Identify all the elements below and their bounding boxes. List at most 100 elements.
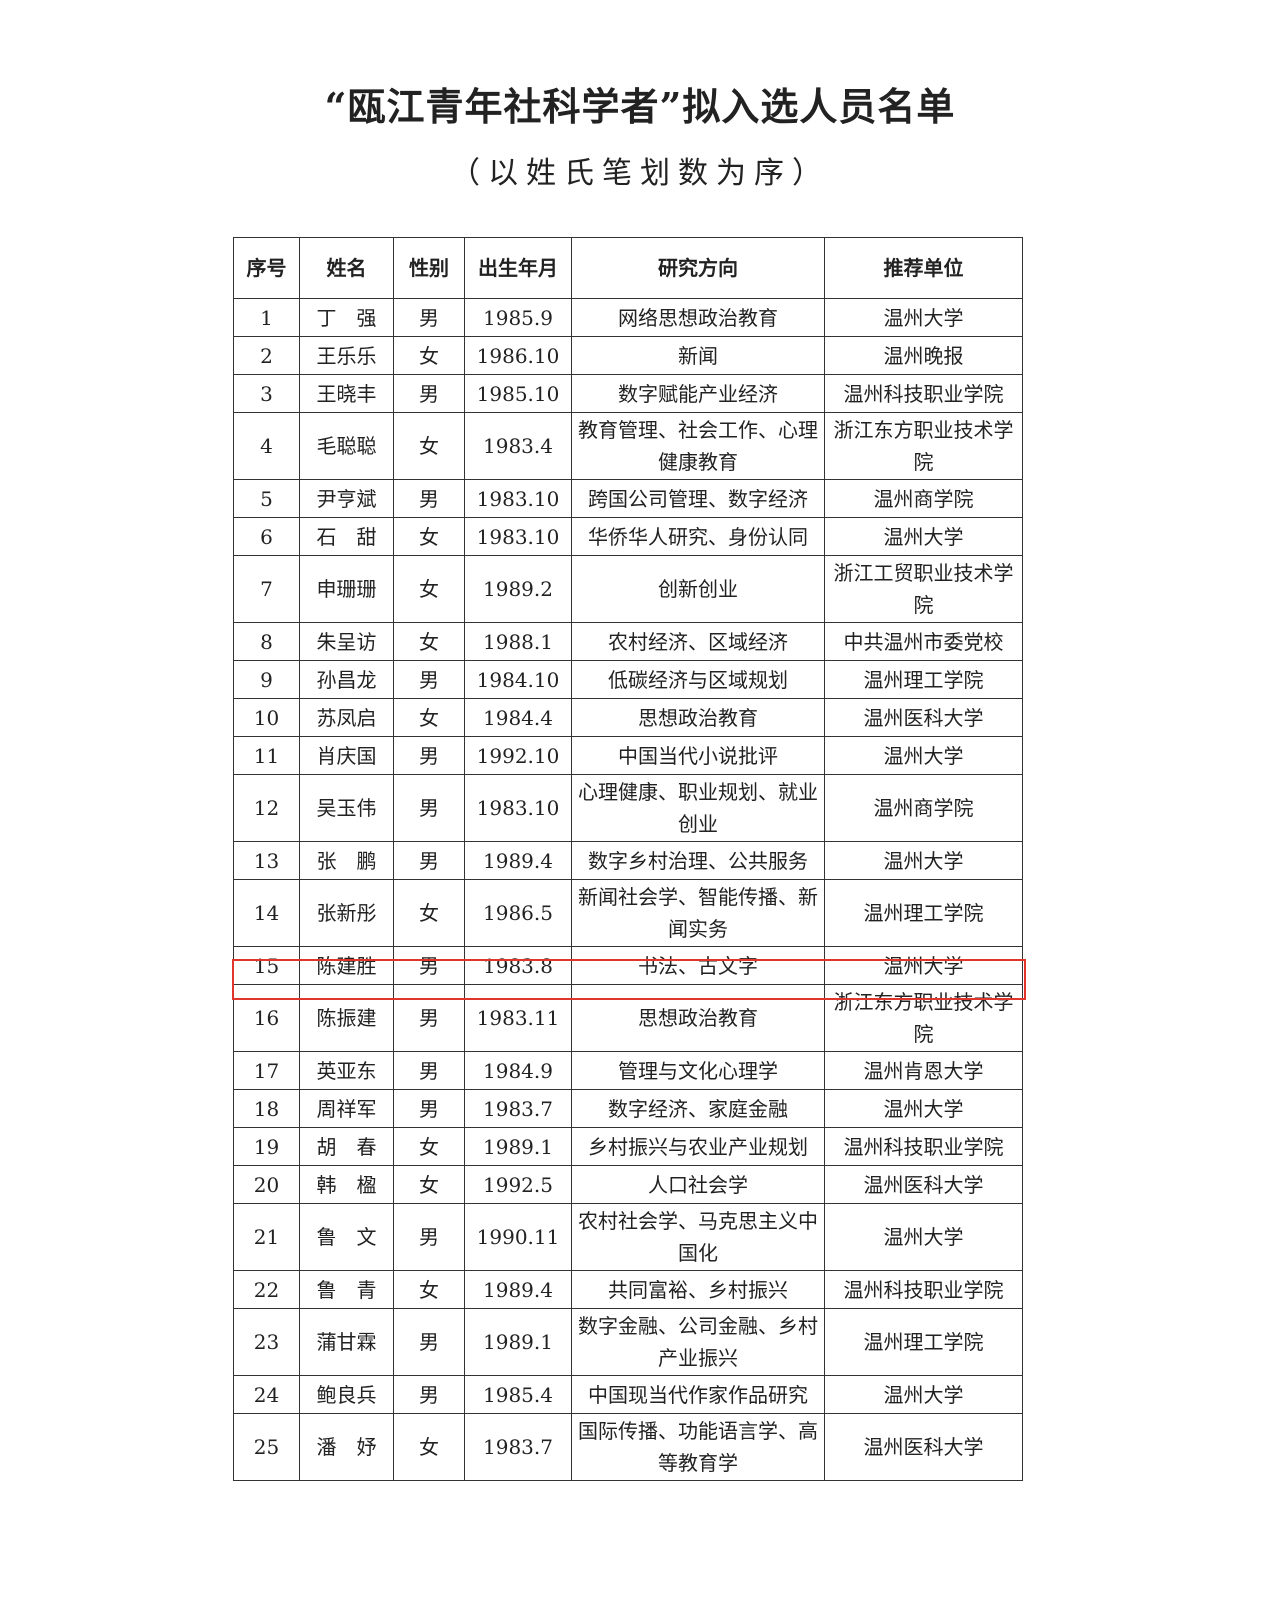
table-row: 20 韩 楹女 1992.5 人口社会学 温州医科大学 — [233, 1165, 1023, 1204]
cell-name: 鲁 青 — [299, 1270, 394, 1309]
document-subtitle: （以姓氏笔划数为序） — [450, 156, 830, 191]
table-row: 24 鲍良兵男 1985.4 中国现当代作家作品研究 温州大学 — [233, 1375, 1023, 1414]
header-name: 姓名 — [299, 237, 394, 299]
cell-index: 19 — [233, 1127, 300, 1166]
cell-unit: 温州医科大学 — [824, 1165, 1023, 1204]
cell-gender: 男 — [393, 1308, 465, 1376]
cell-name: 韩 楹 — [299, 1165, 394, 1204]
cell-index: 21 — [233, 1203, 300, 1271]
cell-name: 尹亨斌 — [299, 479, 394, 518]
header-research: 研究方向 — [571, 237, 825, 299]
cell-birth: 1990.11 — [464, 1203, 572, 1271]
table-row: 2 王乐乐女 1986.10 新闻 温州晚报 — [233, 336, 1023, 375]
document-title: “瓯江青年社科学者”拟入选人员名单 — [324, 84, 956, 129]
cell-unit: 浙江东方职业技术学院 — [824, 984, 1023, 1052]
cell-gender: 男 — [393, 841, 465, 880]
cell-birth: 1985.10 — [464, 374, 572, 413]
cell-research: 乡村振兴与农业产业规划 — [571, 1127, 825, 1166]
cell-unit: 温州理工学院 — [824, 1308, 1023, 1376]
table-row: 3 王晓丰男 1985.10 数字赋能产业经济 温州科技职业学院 — [233, 374, 1023, 413]
cell-research: 新闻 — [571, 336, 825, 375]
table-row: 13 张 鹏男 1989.4 数字乡村治理、公共服务 温州大学 — [233, 841, 1023, 880]
cell-birth: 1989.4 — [464, 1270, 572, 1309]
cell-unit: 温州大学 — [824, 517, 1023, 556]
cell-index: 2 — [233, 336, 300, 375]
table-row: 10 苏凤启女 1984.4 思想政治教育 温州医科大学 — [233, 698, 1023, 737]
cell-research: 数字金融、公司金融、乡村产业振兴 — [571, 1308, 825, 1376]
cell-birth: 1983.11 — [464, 984, 572, 1052]
cell-index: 10 — [233, 698, 300, 737]
cell-birth: 1984.10 — [464, 660, 572, 699]
cell-birth: 1983.8 — [464, 946, 572, 985]
cell-unit: 温州大学 — [824, 841, 1023, 880]
cell-gender: 女 — [393, 555, 465, 623]
cell-name: 张 鹏 — [299, 841, 394, 880]
cell-index: 7 — [233, 555, 300, 623]
cell-birth: 1984.9 — [464, 1051, 572, 1090]
cell-unit: 温州理工学院 — [824, 660, 1023, 699]
cell-research: 思想政治教育 — [571, 698, 825, 737]
cell-unit: 中共温州市委党校 — [824, 622, 1023, 661]
table-row: 22 鲁 青女 1989.4 共同富裕、乡村振兴 温州科技职业学院 — [233, 1270, 1023, 1309]
header-gender: 性别 — [393, 237, 465, 299]
cell-index: 4 — [233, 412, 300, 480]
cell-research: 数字乡村治理、公共服务 — [571, 841, 825, 880]
cell-unit: 温州大学 — [824, 1089, 1023, 1128]
cell-gender: 女 — [393, 412, 465, 480]
cell-research: 网络思想政治教育 — [571, 298, 825, 337]
table-row: 25 潘 妤女 1983.7 国际传播、功能语言学、高等教育学 温州医科大学 — [233, 1413, 1023, 1481]
cell-research: 共同富裕、乡村振兴 — [571, 1270, 825, 1309]
cell-name: 英亚东 — [299, 1051, 394, 1090]
cell-research: 低碳经济与区域规划 — [571, 660, 825, 699]
cell-research: 管理与文化心理学 — [571, 1051, 825, 1090]
cell-research: 中国现当代作家作品研究 — [571, 1375, 825, 1414]
cell-gender: 男 — [393, 1051, 465, 1090]
cell-birth: 1983.10 — [464, 479, 572, 518]
table-row: 15 陈建胜男 1983.8 书法、古文字 温州大学 — [233, 946, 1023, 985]
cell-name: 张新彤 — [299, 879, 394, 947]
cell-index: 22 — [233, 1270, 300, 1309]
table-row: 19 胡 春女 1989.1 乡村振兴与农业产业规划 温州科技职业学院 — [233, 1127, 1023, 1166]
cell-unit: 温州大学 — [824, 1203, 1023, 1271]
cell-birth: 1986.5 — [464, 879, 572, 947]
cell-index: 15 — [233, 946, 300, 985]
cell-index: 6 — [233, 517, 300, 556]
cell-birth: 1983.7 — [464, 1089, 572, 1128]
table-row: 18 周祥军男 1983.7 数字经济、家庭金融 温州大学 — [233, 1089, 1023, 1128]
cell-name: 申珊珊 — [299, 555, 394, 623]
cell-gender: 女 — [393, 336, 465, 375]
cell-gender: 男 — [393, 479, 465, 518]
cell-gender: 女 — [393, 1413, 465, 1481]
cell-gender: 女 — [393, 1127, 465, 1166]
cell-unit: 温州商学院 — [824, 479, 1023, 518]
cell-unit: 温州医科大学 — [824, 1413, 1023, 1481]
cell-index: 17 — [233, 1051, 300, 1090]
table-row: 11 肖庆国男 1992.10 中国当代小说批评 温州大学 — [233, 736, 1023, 775]
cell-gender: 男 — [393, 774, 465, 842]
cell-unit: 温州科技职业学院 — [824, 1270, 1023, 1309]
cell-index: 23 — [233, 1308, 300, 1376]
cell-unit: 温州大学 — [824, 946, 1023, 985]
table-row: 4 毛聪聪女 1983.4 教育管理、社会工作、心理健康教育 浙江东方职业技术学院 — [233, 412, 1023, 480]
header-birth: 出生年月 — [464, 237, 572, 299]
cell-research: 书法、古文字 — [571, 946, 825, 985]
cell-birth: 1983.4 — [464, 412, 572, 480]
cell-research: 心理健康、职业规划、就业创业 — [571, 774, 825, 842]
cell-research: 数字赋能产业经济 — [571, 374, 825, 413]
cell-unit: 温州商学院 — [824, 774, 1023, 842]
cell-unit: 温州大学 — [824, 736, 1023, 775]
cell-name: 孙昌龙 — [299, 660, 394, 699]
cell-birth: 1989.1 — [464, 1308, 572, 1376]
cell-birth: 1985.9 — [464, 298, 572, 337]
cell-name: 鲍良兵 — [299, 1375, 394, 1414]
cell-unit: 温州晚报 — [824, 336, 1023, 375]
cell-index: 24 — [233, 1375, 300, 1414]
cell-unit: 温州肯恩大学 — [824, 1051, 1023, 1090]
cell-index: 14 — [233, 879, 300, 947]
cell-name: 王乐乐 — [299, 336, 394, 375]
cell-birth: 1989.4 — [464, 841, 572, 880]
